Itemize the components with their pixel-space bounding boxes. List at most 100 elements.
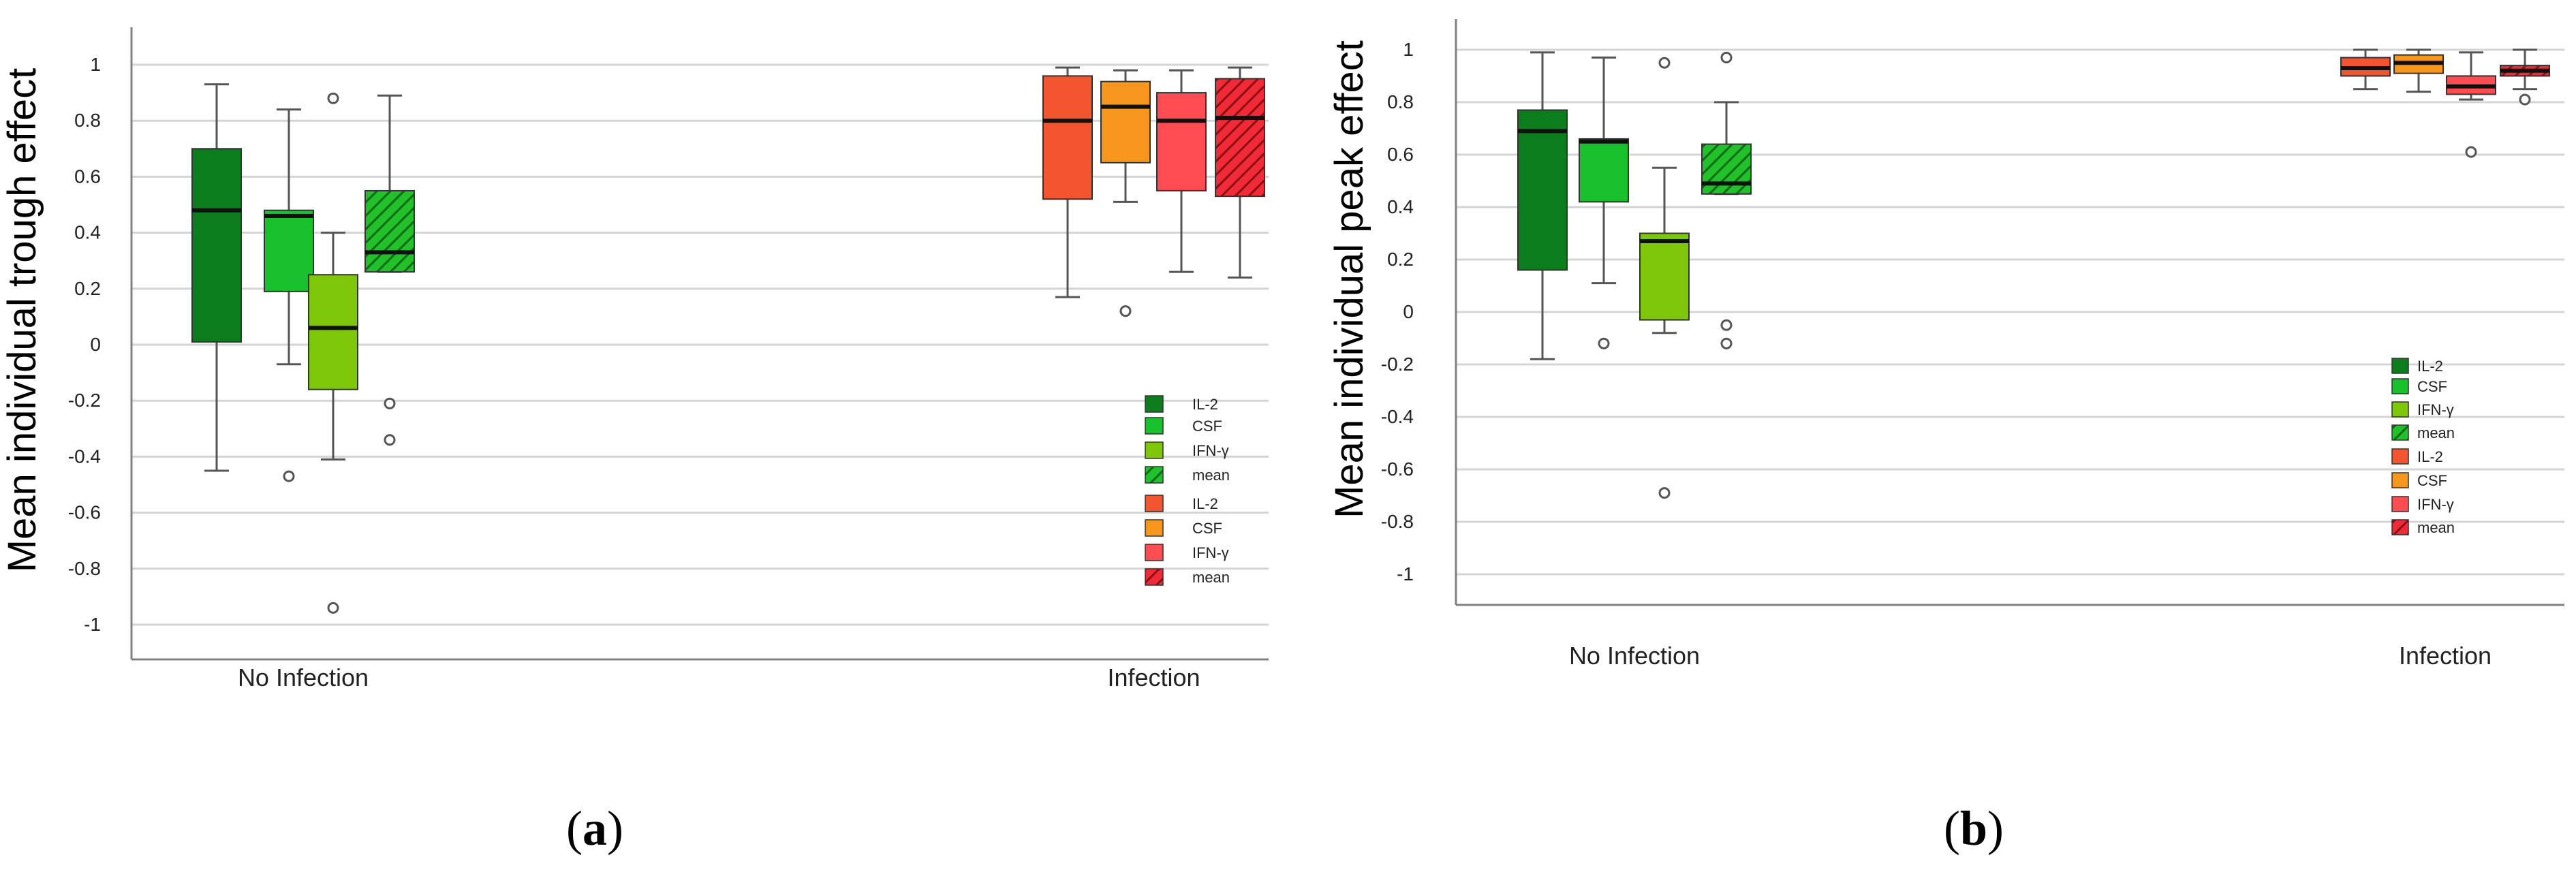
box-no_infection-csf: [1579, 57, 1629, 349]
y-tick-label: 0.8: [74, 110, 101, 131]
iqr-box: [364, 189, 415, 273]
y-axis-title: Mean individual trough effect: [0, 68, 44, 573]
x-category-label: No Infection: [1569, 642, 1700, 670]
legend-label: IFN-γ: [2417, 401, 2454, 418]
legend-swatch-no_infection-mean: [2391, 424, 2409, 441]
y-tick-label: -0.2: [68, 390, 101, 411]
y-tick-label: -0.8: [1381, 511, 1414, 532]
legend-swatch-no_infection-csf: [1145, 417, 1164, 435]
legend-label: IFN-γ: [1192, 544, 1229, 561]
outlier-point: [283, 470, 295, 482]
x-category-label: No Infection: [238, 664, 369, 691]
legend-label: mean: [2417, 424, 2455, 441]
legend-label: CSF: [1192, 418, 1222, 435]
y-tick-label: -0.2: [1381, 354, 1414, 375]
iqr-box: [264, 209, 314, 292]
y-tick-label: -1: [84, 614, 101, 635]
y-tick-label: -0.6: [68, 502, 101, 523]
box-infection-csf: [1100, 69, 1151, 317]
box-infection-il2: [2340, 48, 2391, 91]
panel-a-trough-effect-chart: -1 -0.8 -0.6 -0.4 -0.2 0 0.2 0.4 0.6 0.8 1 Mean ind…: [0, 27, 1269, 691]
outlier-point: [1598, 337, 1610, 349]
y-tick-label: 0.8: [1387, 91, 1414, 112]
legend-label: CSF: [2417, 378, 2447, 395]
iqr-box: [1701, 143, 1752, 195]
outlier-point: [1119, 305, 1132, 317]
y-axis-title: Mean individual peak effect: [1327, 40, 1371, 518]
box-no_infection-csf: [264, 108, 314, 482]
iqr-box: [191, 148, 242, 343]
legend-label: IL-2: [1192, 495, 1218, 512]
iqr-box: [1579, 138, 1629, 203]
legend-swatch-no_infection-ifng: [2391, 401, 2409, 418]
panel-a-label: (a): [566, 801, 623, 856]
box-infection-ifng: [2446, 51, 2496, 158]
y-tick-label: -0.6: [1381, 458, 1414, 480]
outlier-point: [2519, 93, 2531, 106]
legend-label: CSF: [2417, 472, 2447, 489]
panel-b-peak-effect-chart: -1 -0.8 -0.6 -0.4 -0.2 0 0.2 0.4 0.6 0.8 1 Mean ind…: [1327, 19, 2564, 670]
outlier-point: [384, 434, 396, 446]
legend-swatch-infection-ifng: [2391, 496, 2409, 512]
box-infection-csf: [2393, 48, 2444, 93]
y-tick-label: 1: [1403, 39, 1414, 60]
iqr-box: [1100, 80, 1151, 163]
box-infection-il2: [1042, 66, 1093, 298]
iqr-box: [308, 274, 358, 390]
box-no_infection-il2: [191, 83, 242, 472]
y-tick-label: 0: [1403, 301, 1414, 322]
box-no_infection-il2: [1517, 51, 1568, 360]
box-infection-mean: [2500, 48, 2550, 106]
legend-swatch-infection-ifng: [1145, 544, 1164, 561]
legend-swatch-no_infection-il2: [1145, 395, 1164, 413]
iqr-box: [1042, 75, 1093, 200]
outlier-point: [327, 92, 339, 104]
panel-b-label: (b): [1944, 801, 2004, 856]
outlier-point: [327, 602, 339, 614]
legend-label: mean: [2417, 519, 2455, 536]
box-no_infection-ifng: [308, 92, 358, 614]
legend-swatch-no_infection-csf: [2391, 378, 2409, 394]
x-category-label: Infection: [1107, 664, 1200, 691]
legend-label: IFN-γ: [1192, 442, 1229, 459]
legend: IL-2 CSF IFN-γ mean IL-2 CSF IFN-γ mean: [2391, 358, 2455, 536]
y-tick-label: -0.4: [1381, 406, 1414, 427]
y-tick-label: -1: [1397, 563, 1414, 584]
legend-label: IL-2: [1192, 396, 1218, 413]
legend-swatch-infection-csf: [2391, 472, 2409, 488]
legend-swatch-infection-il2: [2391, 448, 2409, 465]
legend-label: IFN-γ: [2417, 496, 2454, 513]
y-tick-label: 0.2: [74, 278, 101, 299]
legend-swatch-no_infection-il2: [2391, 358, 2409, 374]
iqr-box: [1639, 232, 1690, 321]
y-tick-label: 0.4: [74, 222, 101, 243]
legend-label: mean: [1192, 569, 1230, 586]
outlier-point: [1720, 319, 1733, 331]
legend-swatch-infection-csf: [1145, 519, 1164, 537]
outlier-point: [1720, 52, 1733, 64]
y-tick-label: 0.2: [1387, 249, 1414, 270]
legend-label: IL-2: [2417, 448, 2443, 465]
box-no_infection-mean: [364, 94, 415, 446]
y-tick-label: 0.6: [1387, 144, 1414, 165]
legend-swatch-no_infection-mean: [1145, 466, 1164, 484]
y-tick-label: 0.6: [74, 166, 101, 187]
y-tick-label: -0.8: [68, 558, 101, 579]
y-tick-label: 1: [90, 54, 101, 75]
iqr-box: [1156, 92, 1207, 191]
y-tick-label: 0.4: [1387, 196, 1414, 217]
outlier-point: [384, 397, 396, 409]
y-tick-label: 0: [90, 334, 101, 355]
box-infection-mean: [1215, 66, 1265, 279]
box-no_infection-mean: [1701, 52, 1752, 349]
iqr-box: [1517, 109, 1568, 271]
legend: IL-2 CSF IFN-γ mean IL-2 CSF IFN-γ mean: [1145, 395, 1230, 586]
outlier-point: [1720, 337, 1733, 349]
legend-label: IL-2: [2417, 358, 2443, 375]
y-tick-label: -0.4: [68, 446, 101, 467]
x-category-label: Infection: [2399, 642, 2492, 670]
iqr-box: [1215, 78, 1265, 198]
legend-swatch-infection-mean: [1145, 568, 1164, 586]
legend-swatch-infection-il2: [1145, 495, 1164, 512]
